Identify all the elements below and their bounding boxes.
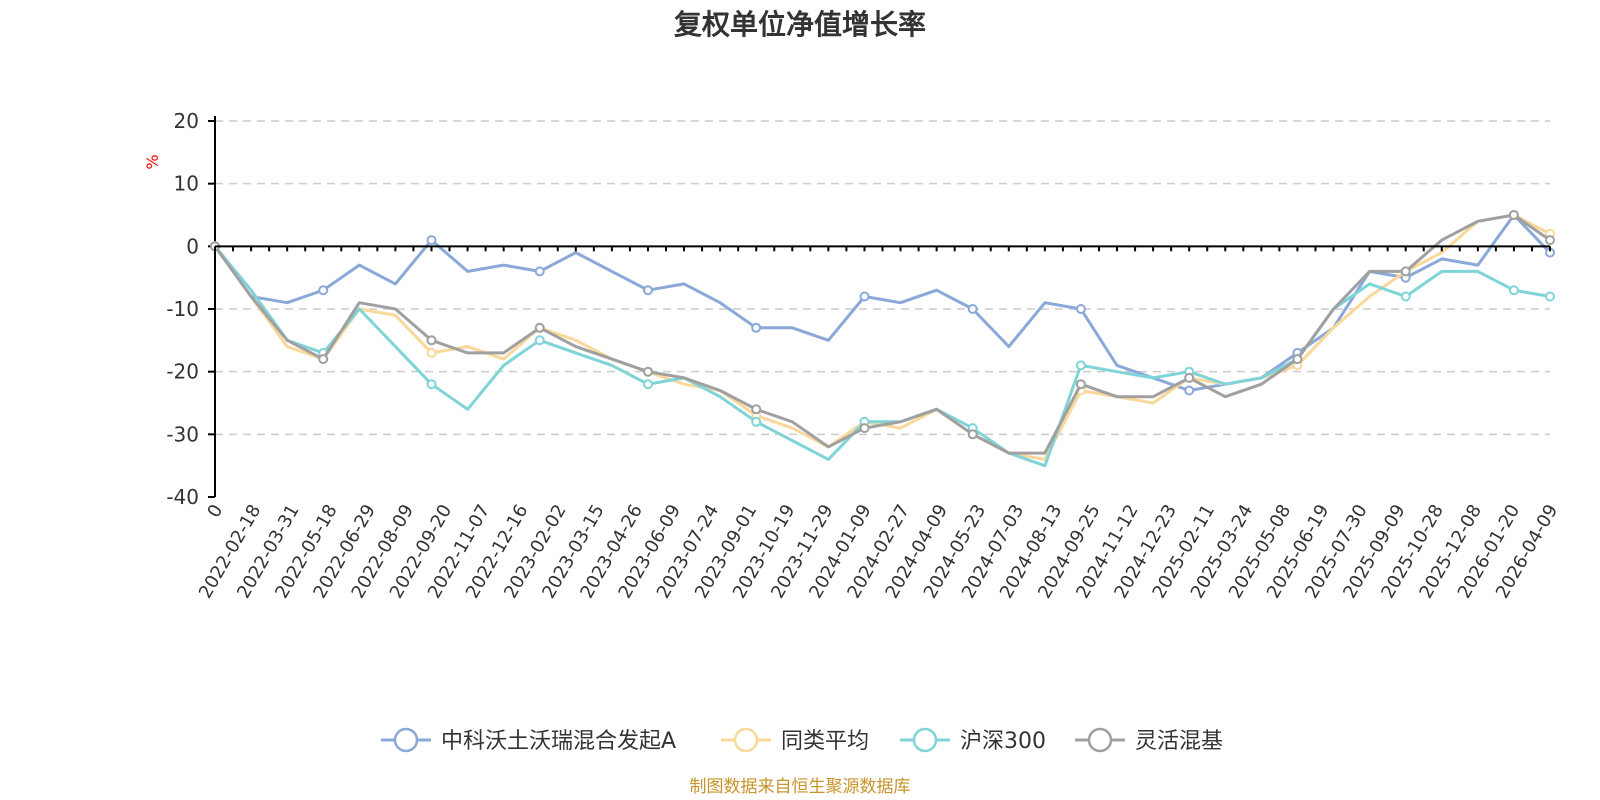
data-point: [1075, 379, 1086, 390]
data-point: [426, 379, 437, 390]
data-point: [967, 304, 978, 314]
x-tick-label: 0: [203, 501, 227, 521]
data-point: [1508, 285, 1519, 296]
data-point: [643, 285, 653, 296]
data-point: [859, 423, 870, 434]
legend-label: 中科沃土沃瑞混合发起A: [441, 729, 676, 754]
series-line: [213, 213, 1552, 392]
data-point: [1545, 235, 1555, 246]
data-point: [967, 429, 978, 440]
series-group: [210, 210, 1555, 468]
data-point: [1508, 210, 1519, 220]
data-point: [1545, 291, 1555, 302]
y-tick-label: 10: [174, 172, 199, 196]
data-point: [643, 379, 653, 390]
data-point: [1400, 291, 1411, 302]
data-point: [426, 235, 437, 246]
y-tick-label: 0: [186, 234, 199, 258]
data-point: [751, 322, 762, 333]
data-point: [1184, 385, 1195, 396]
data-point: [1400, 266, 1411, 277]
grid: [215, 120, 1550, 436]
series-3: [210, 241, 1555, 468]
y-tick-label: -30: [166, 422, 199, 446]
y-axis: 20 10 0 -10 -20 -30 -40: [166, 109, 216, 509]
data-point: [534, 335, 545, 346]
legend-label: 灵活混基: [1135, 729, 1223, 754]
legend[interactable]: 中科沃土沃瑞混合发起A 同类平均 沪深300 灵活混基: [381, 727, 1223, 754]
legend-item[interactable]: 中科沃土沃瑞混合发起A: [381, 727, 676, 754]
data-point: [318, 285, 329, 296]
data-point: [751, 404, 762, 415]
data-point: [426, 335, 437, 346]
y-tick-label: 20: [174, 109, 199, 133]
legend-marker-icon: [912, 727, 938, 753]
data-point: [751, 416, 762, 427]
legend-label: 沪深300: [960, 729, 1046, 754]
legend-label: 同类平均: [781, 729, 869, 754]
series-1: [210, 210, 1555, 396]
y-axis-unit: %: [143, 154, 162, 169]
data-point: [1292, 354, 1303, 365]
series-line: [213, 213, 1551, 455]
data-point: [643, 366, 653, 377]
data-point: [1075, 304, 1086, 314]
legend-item[interactable]: 沪深300: [900, 727, 1046, 754]
legend-marker-icon: [1087, 727, 1113, 753]
legend-item[interactable]: 灵活混基: [1075, 727, 1223, 754]
data-point: [1184, 372, 1195, 383]
legend-item[interactable]: 同类平均: [721, 727, 869, 754]
series-line: [213, 245, 1551, 468]
source-note: 制图数据来自恒生聚源数据库: [690, 777, 911, 797]
data-point: [1075, 360, 1086, 371]
y-tick-label: -40: [166, 485, 199, 509]
legend-marker-icon: [393, 727, 419, 753]
data-point: [426, 347, 437, 358]
chart-title: 复权单位净值增长率: [674, 8, 926, 41]
data-point: [534, 266, 545, 277]
data-point: [534, 322, 545, 333]
y-tick-label: -10: [166, 297, 199, 321]
legend-marker-icon: [733, 727, 759, 753]
series-4: [210, 210, 1555, 455]
data-point: [318, 354, 329, 365]
y-tick-label: -20: [166, 360, 199, 384]
data-point: [859, 291, 870, 302]
